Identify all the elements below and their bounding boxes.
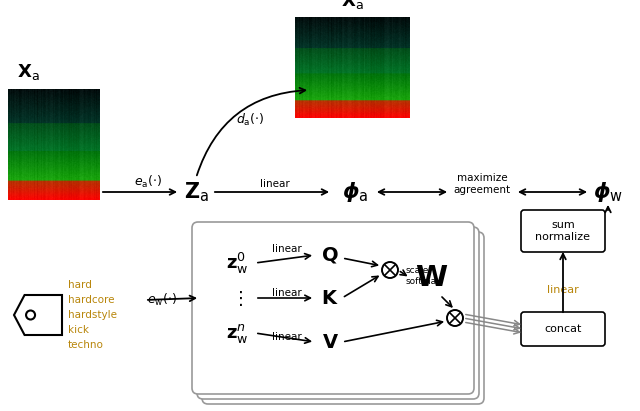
Text: linear: linear (272, 244, 302, 254)
Text: concat: concat (544, 324, 582, 334)
Text: scale
softmax: scale softmax (406, 266, 442, 286)
Text: hardstyle: hardstyle (68, 310, 117, 320)
Text: hard: hard (68, 280, 92, 290)
Text: $\hat{\mathbf{X}}_\mathrm{a}$: $\hat{\mathbf{X}}_\mathrm{a}$ (340, 0, 364, 12)
Text: $\mathbf{z}_\mathrm{w}^{0}$: $\mathbf{z}_\mathrm{w}^{0}$ (226, 250, 248, 275)
Text: $d_\mathrm{a}(\cdot)$: $d_\mathrm{a}(\cdot)$ (236, 112, 264, 128)
Text: techno: techno (68, 340, 104, 350)
Text: $\mathbf{K}$: $\mathbf{K}$ (321, 289, 339, 307)
Text: linear: linear (272, 332, 302, 342)
FancyBboxPatch shape (197, 227, 479, 399)
FancyBboxPatch shape (521, 210, 605, 252)
Text: hardcore: hardcore (68, 295, 115, 305)
Text: linear: linear (260, 179, 290, 189)
Text: $e_\mathrm{w}(\cdot)$: $e_\mathrm{w}(\cdot)$ (147, 292, 177, 308)
Polygon shape (14, 295, 62, 335)
Text: kick: kick (68, 325, 89, 335)
Text: $\mathbf{z}_\mathrm{w}^{n}$: $\mathbf{z}_\mathrm{w}^{n}$ (226, 321, 248, 344)
Text: $\boldsymbol{\phi}_\mathrm{w}$: $\boldsymbol{\phi}_\mathrm{w}$ (593, 180, 623, 204)
FancyBboxPatch shape (521, 312, 605, 346)
FancyBboxPatch shape (202, 232, 484, 404)
Text: linear: linear (547, 285, 579, 295)
Text: $\mathbf{X}_\mathrm{a}$: $\mathbf{X}_\mathrm{a}$ (17, 62, 39, 82)
Text: $\mathbf{Q}$: $\mathbf{Q}$ (321, 245, 339, 265)
Text: sum
normalize: sum normalize (536, 220, 591, 242)
Text: $\vdots$: $\vdots$ (231, 289, 243, 307)
Text: maximize
agreement: maximize agreement (453, 173, 511, 195)
Text: $e_\mathrm{a}(\cdot)$: $e_\mathrm{a}(\cdot)$ (134, 174, 162, 190)
Text: $\mathbf{V}$: $\mathbf{V}$ (321, 332, 339, 351)
FancyBboxPatch shape (192, 222, 474, 394)
Text: $\boldsymbol{\phi}_\mathrm{a}$: $\boldsymbol{\phi}_\mathrm{a}$ (342, 180, 368, 204)
Text: $\mathbf{W}$: $\mathbf{W}$ (415, 264, 449, 292)
Text: $\mathbf{Z}_\mathrm{a}$: $\mathbf{Z}_\mathrm{a}$ (184, 180, 209, 204)
Text: linear: linear (272, 288, 302, 298)
